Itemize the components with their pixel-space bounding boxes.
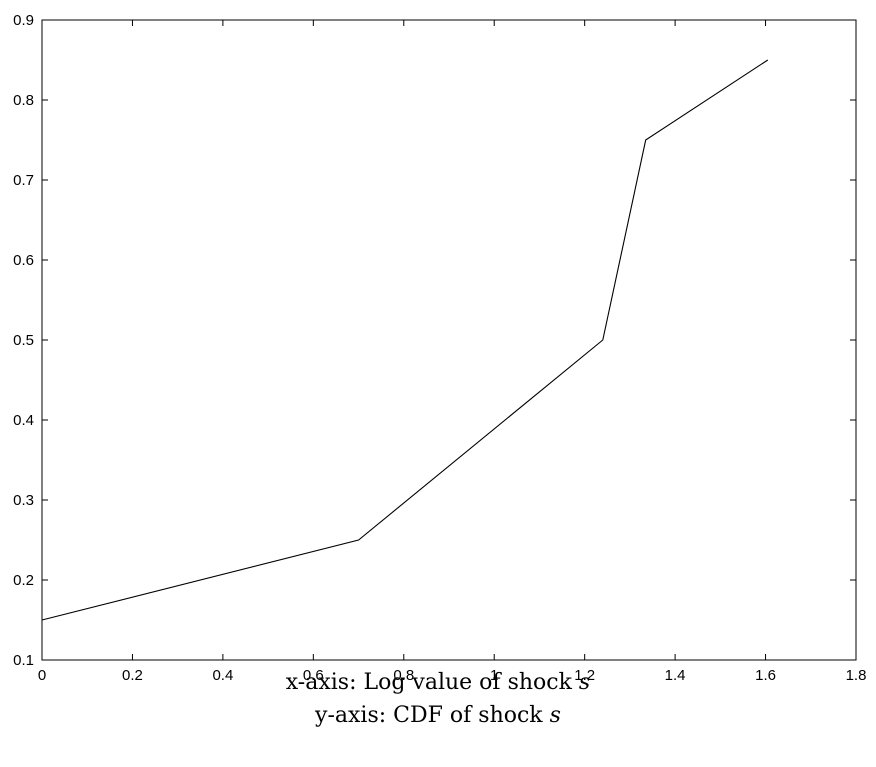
x-tick-label: 0.8 [393,667,414,680]
x-tick-label: 0.4 [212,667,233,680]
y-tick-label: 0.2 [13,572,34,589]
y-tick-label: 0.9 [13,12,34,29]
x-tick-label: 1.6 [755,667,776,680]
tick-labels: 0 0.2 0.4 0.6 0.8 1 1.2 1.4 1.6 1.8 0.1 0.2 0.3 0.4 0.… [13,12,866,680]
y-tick-label: 0.6 [13,252,34,269]
x-tick-label: 1 [490,667,498,680]
x-tick-label: 0.2 [122,667,143,680]
x-axis-caption: x-axis: Log value of shock s [285,670,591,695]
series-line [41,59,769,621]
x-tick-label: 1.4 [665,667,686,680]
y-tick-label: 0.8 [13,92,34,109]
x-tick-label: 0 [38,667,46,680]
y-tick-label: 0.7 [13,172,34,189]
plot-frame [41,19,857,661]
y-tick-label: 0.5 [13,332,34,349]
chart: 0 0.2 0.4 0.6 0.8 1 1.2 1.4 1.6 1.8 0.1 0.2 0.3 0.4 0.… [13,12,866,680]
ticks [41,19,857,661]
y-tick-label: 0.1 [13,652,34,669]
x-tick-label: 1.8 [846,667,867,680]
x-tick-label: 1.2 [574,667,595,680]
y-axis-caption: y-axis: CDF of shock s [315,703,561,728]
x-tick-label: 0.6 [303,667,324,680]
y-tick-label: 0.3 [13,492,34,509]
y-tick-label: 0.4 [13,412,34,429]
